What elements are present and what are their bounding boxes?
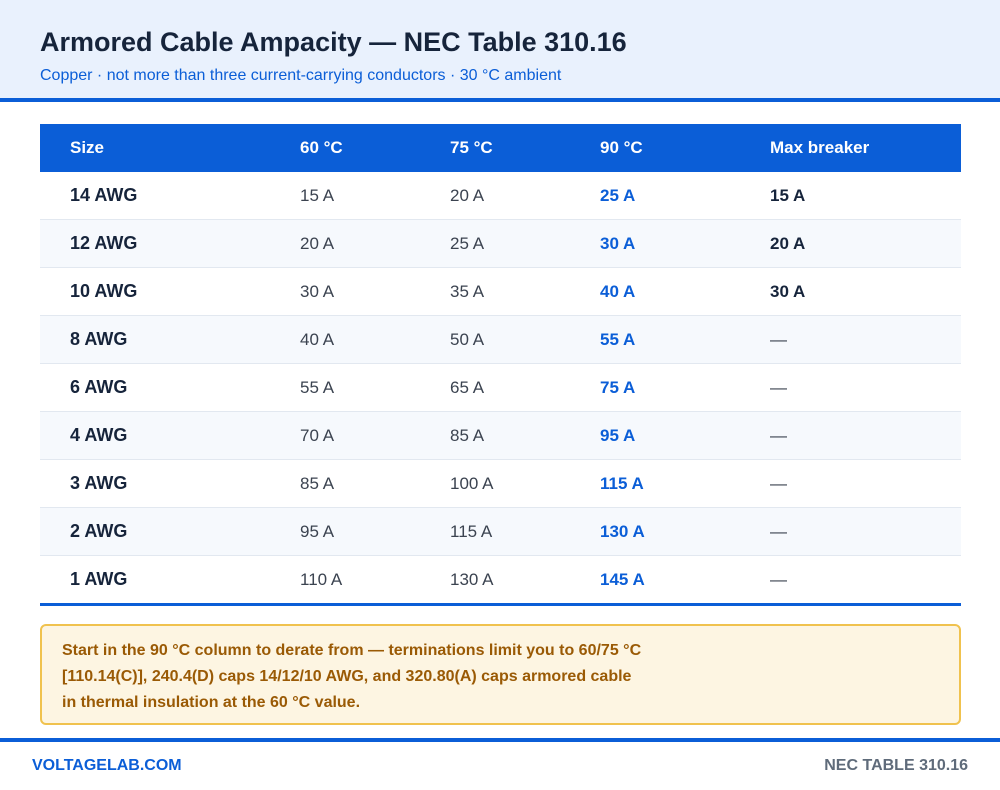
table-row: 1 AWG 110 A 130 A 145 A — [40,556,961,603]
table-row: 4 AWG 70 A 85 A 95 A — [40,412,961,460]
cell-60c: 110 A [300,570,343,589]
cell-60c: 85 A [300,474,335,493]
table-row: 12 AWG 20 A 25 A 30 A 20 A [40,220,961,268]
column-header-60c: 60 °C [300,138,343,157]
cell-size: 4 AWG [70,425,128,445]
cell-size: 8 AWG [70,329,128,349]
cell-size: 14 AWG [70,185,138,205]
page-title: Armored Cable Ampacity — NEC Table 310.1… [40,27,627,57]
cell-75c: 115 A [450,522,493,541]
page-header: Armored Cable Ampacity — NEC Table 310.1… [0,0,1000,102]
cell-max-breaker: 15 A [770,186,806,205]
cell-max-breaker: — [770,378,787,397]
cell-60c: 30 A [300,282,335,301]
table-row: 8 AWG 40 A 50 A 55 A — [40,316,961,364]
cell-90c: 145 A [600,570,645,589]
cell-75c: 35 A [450,282,485,301]
table-row: 10 AWG 30 A 35 A 40 A 30 A [40,268,961,316]
cell-size: 3 AWG [70,473,128,493]
cell-max-breaker: 20 A [770,234,806,253]
column-header-90c: 90 °C [600,138,643,157]
cell-60c: 70 A [300,426,335,445]
cell-max-breaker: — [770,570,787,589]
cell-60c: 15 A [300,186,335,205]
table-header-row: Size 60 °C 75 °C 90 °C Max breaker [40,124,961,172]
cell-90c: 55 A [600,330,636,349]
cell-90c: 130 A [600,522,645,541]
cell-max-breaker: 30 A [770,282,806,301]
cell-90c: 115 A [600,474,644,493]
cell-75c: 130 A [450,570,494,589]
cell-size: 2 AWG [70,521,128,541]
cell-size: 10 AWG [70,281,138,301]
cell-60c: 20 A [300,234,335,253]
column-header-max-breaker: Max breaker [770,138,870,157]
page-subtitle: Copper · not more than three current-car… [40,67,562,84]
cell-max-breaker: — [770,474,787,493]
cell-75c: 20 A [450,186,485,205]
cell-max-breaker: — [770,330,787,349]
derating-note-text: Start in the 90 °C column to derate from… [62,642,642,711]
table-row: 6 AWG 55 A 65 A 75 A — [40,364,961,412]
cell-75c: 65 A [450,378,485,397]
table-row: 2 AWG 95 A 115 A 130 A — [40,508,961,556]
cell-size: 12 AWG [70,233,138,253]
cell-90c: 25 A [600,186,636,205]
ampacity-table: Size 60 °C 75 °C 90 °C Max breaker 14 AW… [40,124,961,606]
table-row: 14 AWG 15 A 20 A 25 A 15 A [40,172,961,220]
cell-75c: 100 A [450,474,494,493]
cell-90c: 30 A [600,234,636,253]
cell-75c: 85 A [450,426,485,445]
table-body: 14 AWG 15 A 20 A 25 A 15 A 12 AWG 20 A 25 A 30 A… [40,172,961,603]
footer-brand-link[interactable]: VOLTAGELAB.COM [32,757,182,774]
column-header-75c: 75 °C [450,138,493,157]
cell-90c: 40 A [600,282,636,301]
cell-max-breaker: — [770,426,787,445]
cell-90c: 95 A [600,426,636,445]
cell-60c: 95 A [300,522,335,541]
cell-75c: 25 A [450,234,485,253]
column-header-size: Size [70,138,105,157]
cell-size: 1 AWG [70,569,128,589]
table-row: 3 AWG 85 A 100 A 115 A — [40,460,961,508]
cell-60c: 55 A [300,378,335,397]
footer-reference: NEC TABLE 310.16 [824,757,968,774]
cell-60c: 40 A [300,330,335,349]
cell-90c: 75 A [600,378,636,397]
derating-note: Start in the 90 °C column to derate from… [40,624,961,725]
cell-size: 6 AWG [70,377,128,397]
cell-max-breaker: — [770,522,787,541]
cell-75c: 50 A [450,330,485,349]
footer-divider [0,738,1000,742]
